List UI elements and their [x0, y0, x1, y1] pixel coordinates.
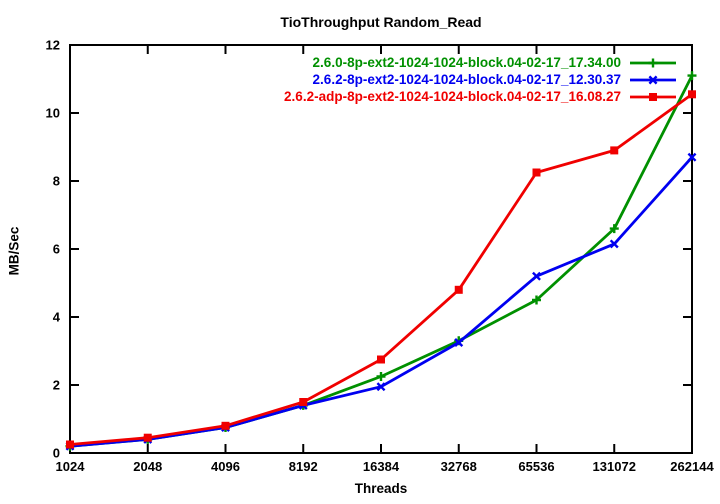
- legend-label: 2.6.0-8p-ext2-1024-1024-block.04-02-17_1…: [312, 55, 621, 70]
- y-tick-label: 0: [53, 446, 60, 461]
- legend-label: 2.6.2-8p-ext2-1024-1024-block.04-02-17_1…: [312, 72, 621, 87]
- plus-marker: [609, 224, 619, 234]
- legend-label: 2.6.2-adp-8p-ext2-1024-1024-block.04-02-…: [284, 89, 621, 104]
- square-marker: [299, 398, 308, 406]
- square-marker: [454, 285, 463, 294]
- y-tick-label: 8: [53, 174, 60, 189]
- x-tick-label: 262144: [670, 459, 714, 474]
- x-marker: [454, 338, 464, 347]
- series-0: [65, 71, 697, 451]
- plus-marker: [376, 372, 386, 381]
- x-tick-label: 65536: [518, 459, 554, 474]
- x-marker: [376, 382, 386, 392]
- x-marker: [532, 271, 541, 281]
- x-tick-label: 1024: [56, 459, 86, 474]
- plus-marker: [648, 58, 658, 67]
- legend-sample-line: [630, 75, 676, 84]
- x-axis-label: Threads: [354, 481, 408, 496]
- series-line: [69, 74, 694, 448]
- legend-sample-line: [630, 92, 676, 101]
- x-marker: [609, 239, 619, 249]
- y-tick-label: 10: [46, 106, 60, 121]
- x-tick-label: 131072: [593, 459, 636, 474]
- series-1: [65, 152, 697, 451]
- series-2: [66, 90, 696, 449]
- series-line: [69, 93, 693, 446]
- x-tick-label: 4096: [211, 459, 240, 474]
- plus-marker: [687, 71, 697, 81]
- square-marker: [221, 421, 230, 430]
- series-line: [69, 156, 694, 448]
- x-marker: [687, 152, 697, 162]
- legend-sample-line: [630, 58, 676, 67]
- y-tick-label: 12: [46, 38, 60, 53]
- x-tick-label: 16384: [363, 459, 400, 474]
- y-tick-label: 2: [53, 378, 60, 393]
- legend-item: 2.6.2-8p-ext2-1024-1024-block.04-02-17_1…: [313, 71, 676, 88]
- x-tick-label: 32768: [441, 459, 477, 474]
- plus-marker: [532, 295, 541, 305]
- x-tick-label: 8192: [289, 459, 318, 474]
- y-tick-label: 6: [53, 242, 60, 257]
- plot-border: [69, 44, 693, 454]
- x-marker: [648, 75, 658, 84]
- legend-item: 2.6.2-adp-8p-ext2-1024-1024-block.04-02-…: [284, 88, 676, 105]
- square-marker: [377, 355, 385, 364]
- square-marker: [66, 440, 74, 449]
- square-marker: [688, 90, 696, 99]
- legend-item: 2.6.0-8p-ext2-1024-1024-block.04-02-17_1…: [313, 54, 676, 71]
- square-marker: [610, 146, 619, 155]
- square-marker: [143, 433, 152, 442]
- square-marker: [649, 92, 657, 101]
- square-marker: [532, 168, 541, 177]
- x-tick-label: 2048: [133, 459, 162, 474]
- chart-title: TioThroughput Random_Read: [280, 14, 482, 30]
- legend: 2.6.0-8p-ext2-1024-1024-block.04-02-17_1…: [284, 54, 676, 105]
- y-tick-label: 4: [53, 310, 61, 325]
